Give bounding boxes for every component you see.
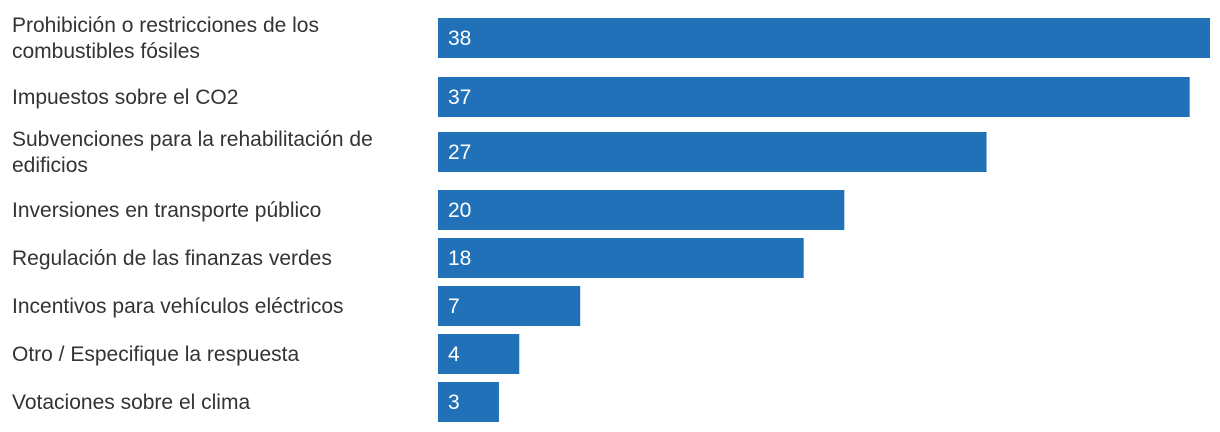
bar-0: [438, 18, 1210, 58]
category-label-1: Impuestos sobre el CO2: [12, 86, 238, 109]
category-label-5: Incentivos para vehículos eléctricos: [12, 295, 344, 318]
bar-3: [438, 190, 845, 230]
value-label-2: 27: [448, 141, 471, 164]
category-label-2: Subvenciones para la rehabilitación de ed…: [12, 128, 373, 177]
category-label-6: Otro / Especifique la respuesta: [12, 343, 299, 366]
value-label-0: 38: [448, 27, 471, 50]
category-label-0-line-1: combustibles fósiles: [12, 40, 200, 63]
value-label-1: 37: [448, 86, 471, 109]
value-label-4: 18: [448, 247, 471, 270]
category-label-2-line-1: edificios: [12, 154, 88, 177]
category-label-4: Regulación de las finanzas verdes: [12, 247, 332, 270]
value-label-7: 3: [448, 391, 460, 414]
bar-5: [438, 286, 581, 326]
category-label-6-line-0: Otro / Especifique la respuesta: [12, 343, 299, 366]
category-label-5-line-0: Incentivos para vehículos eléctricos: [12, 295, 344, 318]
category-label-1-line-0: Impuestos sobre el CO2: [12, 86, 238, 109]
category-label-0: Prohibición o restricciones de los combus…: [12, 14, 319, 63]
category-label-0-line-0: Prohibición o restricciones de los: [12, 14, 319, 37]
category-label-4-line-0: Regulación de las finanzas verdes: [12, 247, 332, 270]
category-label-7: Votaciones sobre el clima: [12, 391, 250, 414]
bar-7: [438, 382, 499, 422]
bar-6: [438, 334, 520, 374]
category-label-7-line-0: Votaciones sobre el clima: [12, 391, 250, 414]
value-label-5: 7: [448, 295, 460, 318]
category-label-3: Inversiones en transporte público: [12, 199, 321, 222]
value-label-6: 4: [448, 343, 460, 366]
value-label-3: 20: [448, 199, 471, 222]
bar-1: [438, 77, 1190, 117]
bar-4: [438, 238, 804, 278]
bar-2: [438, 132, 987, 172]
category-label-3-line-0: Inversiones en transporte público: [12, 199, 321, 222]
category-label-2-line-0: Subvenciones para la rehabilitación de: [12, 128, 373, 151]
